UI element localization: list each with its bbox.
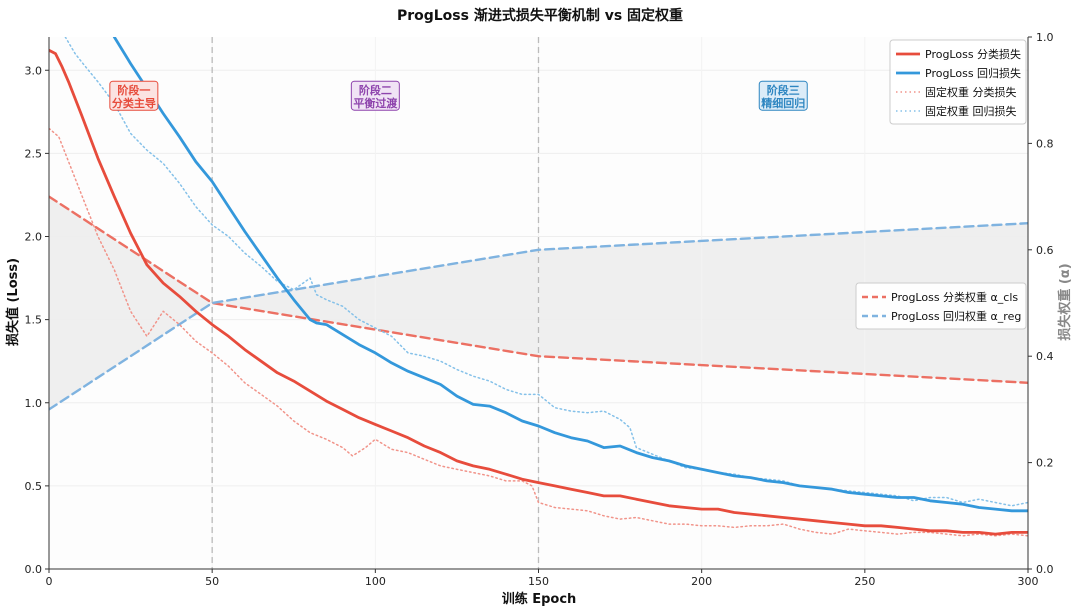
y-tick-label: 3.0	[25, 64, 43, 77]
y-tick-label: 1.0	[25, 397, 43, 410]
phase-label-title: 阶段二	[359, 83, 392, 97]
legend-box	[855, 282, 1027, 330]
x-tick-label: 50	[205, 575, 219, 588]
y2-axis-title: 损失权重 (α)	[1057, 263, 1073, 340]
y2-tick-label: 0.0	[1036, 563, 1054, 576]
y2-tick-label: 0.4	[1036, 350, 1054, 363]
x-tick-label: 250	[854, 575, 875, 588]
series-line-2	[49, 127, 1028, 537]
series-line-5	[49, 222, 1028, 411]
x-axis-title: 训练 Epoch	[502, 591, 577, 607]
legend-box	[889, 39, 1027, 125]
legend-label: 固定权重 回归损失	[925, 104, 1017, 118]
phase-label-box	[350, 80, 400, 111]
phase-label-desc: 平衡过渡	[353, 96, 398, 110]
y-axis-title: 损失值 (Loss)	[5, 258, 21, 346]
legend-label: ProgLoss 分类损失	[925, 47, 1021, 61]
y-tick-label: 0.5	[25, 480, 43, 493]
series-line-3	[64, 37, 1028, 507]
x-tick-label: 0	[46, 575, 53, 588]
x-tick-label: 100	[365, 575, 386, 588]
phase-label-desc: 精细回归	[761, 96, 805, 110]
legend-label: ProgLoss 分类权重 α_cls	[891, 290, 1018, 304]
y-tick-label: 2.5	[25, 147, 43, 160]
chart-title: ProgLoss 渐进式损失平衡机制 vs 固定权重	[397, 7, 683, 24]
phase-label-desc: 分类主导	[112, 96, 156, 110]
series-line-1	[112, 37, 1028, 513]
legend-label: 固定权重 分类损失	[925, 85, 1017, 99]
x-tick-label: 200	[691, 575, 712, 588]
y-tick-label: 1.5	[25, 314, 43, 327]
phase-label-box	[758, 80, 808, 111]
phase-label-box	[109, 80, 159, 111]
y-tick-label: 0.0	[25, 563, 43, 576]
legend-label: ProgLoss 回归权重 α_reg	[891, 309, 1021, 323]
phase-label-title: 阶段三	[767, 83, 800, 97]
phase-label-title: 阶段一	[117, 83, 150, 97]
y2-tick-label: 0.2	[1036, 457, 1054, 470]
legend-label: ProgLoss 回归损失	[925, 66, 1021, 80]
legend-weights: ProgLoss 分类权重 α_cls ProgLoss 回归权重 α_reg	[855, 282, 1027, 330]
y-tick-label: 2.0	[25, 231, 43, 244]
x-tick-label: 150	[528, 575, 549, 588]
series-line-0	[49, 48, 1028, 536]
x-tick-label: 300	[1018, 575, 1039, 588]
y2-tick-label: 0.6	[1036, 244, 1054, 257]
y2-tick-label: 0.8	[1036, 137, 1054, 150]
y2-tick-label: 1.0	[1036, 31, 1054, 44]
series-line-4	[49, 195, 1028, 384]
